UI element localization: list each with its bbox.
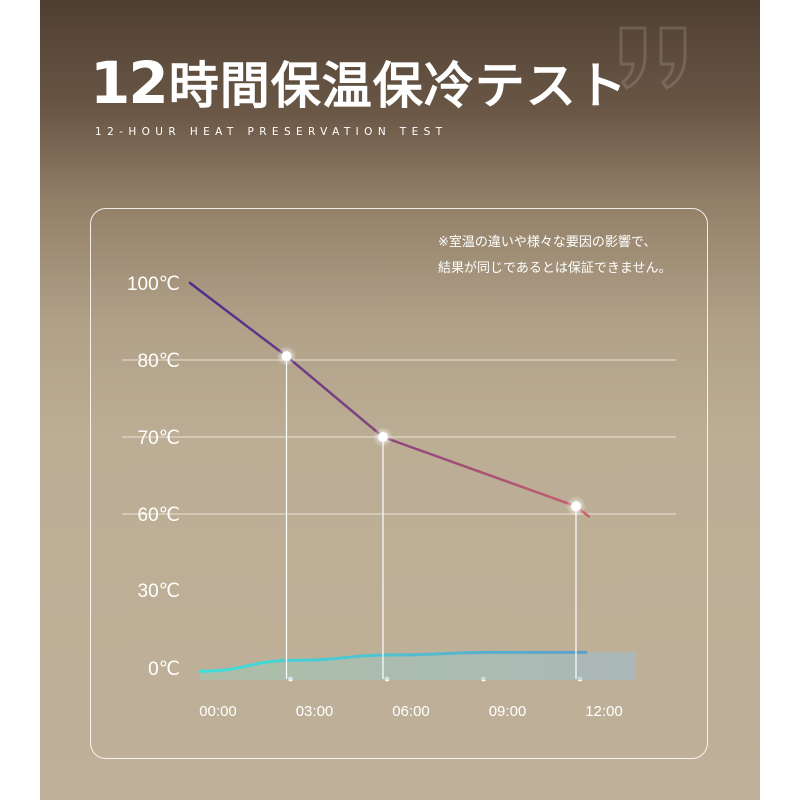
title-number: 12: [90, 49, 169, 117]
page-subtitle: 12-HOUR HEAT PRESERVATION TEST: [95, 126, 448, 138]
data-point-marker: [571, 501, 581, 512]
chart-card: [90, 208, 708, 759]
data-point-marker: [378, 432, 388, 442]
quote-mark-icon: [619, 26, 687, 90]
y-tick-label: 80℃: [138, 351, 180, 372]
y-tick-label: 100℃: [127, 274, 180, 295]
y-tick-label: 70℃: [138, 428, 180, 449]
x-tick-label: 00:00: [199, 703, 237, 720]
x-tick-label: 03:00: [296, 703, 334, 720]
y-tick-label: 30℃: [138, 581, 180, 602]
x-tick-label: 09:00: [489, 703, 527, 720]
title-text: 時間保温保冷テスト: [168, 57, 628, 115]
disclaimer-line-1: ※室温の違いや様々な要因の影響で、: [438, 235, 657, 250]
disclaimer-line-2: 結果が同じであるとは保証できません。: [438, 261, 672, 276]
cold-area: [200, 652, 636, 680]
data-point-marker: [281, 351, 292, 362]
cold-series-line: [198, 650, 588, 673]
x-tick-label: 06:00: [392, 703, 430, 720]
y-tick-label: 0℃: [148, 659, 180, 680]
hot-series-line: [188, 281, 591, 518]
disclaimer-note: ※室温の違いや様々な要因の影響で、 結果が同じであるとは保証できません。: [438, 230, 700, 282]
page-title: 12時間保温保冷テスト: [90, 48, 628, 121]
y-tick-label: 60℃: [138, 505, 180, 526]
x-tick-label: 12:00: [585, 703, 623, 720]
temperature-chart: 0℃ 30℃ 60℃ 70℃ 80℃ 100℃ 00:00 03:00 06:00 09:00 1…: [122, 274, 676, 720]
